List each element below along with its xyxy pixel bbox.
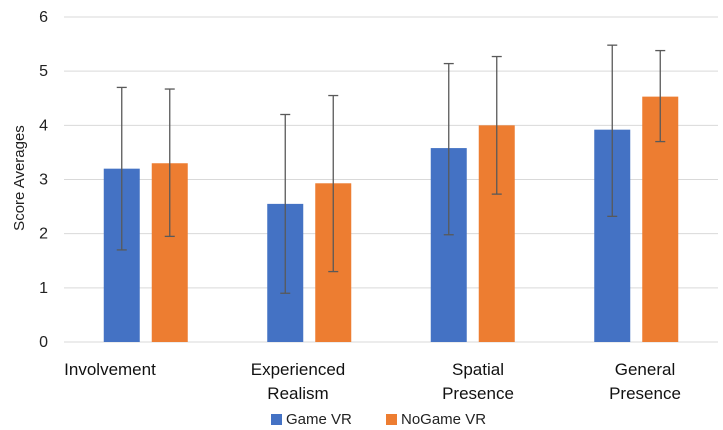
x-category-label: Realism <box>267 384 328 403</box>
y-axis-ticks: 0 1 2 3 4 5 6 <box>39 9 48 351</box>
x-axis-category-labels: Involvement Experienced Realism Spatial Pres… <box>64 360 681 403</box>
error-bars <box>116 44 666 294</box>
x-category-label: Involvement <box>64 360 156 379</box>
y-tick-label: 5 <box>39 63 48 80</box>
y-tick-label: 1 <box>39 280 48 297</box>
x-category-label: Experienced <box>251 360 346 379</box>
x-category-label: Spatial <box>452 360 504 379</box>
legend-swatch <box>271 414 282 425</box>
y-tick-label: 2 <box>39 226 48 243</box>
y-tick-label: 4 <box>39 117 48 134</box>
y-tick-label: 3 <box>39 172 48 189</box>
bars <box>103 96 679 342</box>
legend-label: Game VR <box>286 411 352 428</box>
legend: Game VR NoGame VR <box>271 411 486 428</box>
x-category-label: Presence <box>609 384 681 403</box>
x-category-label: Presence <box>442 384 514 403</box>
y-axis-title: Score Averages <box>11 125 28 231</box>
y-tick-label: 0 <box>39 334 48 351</box>
legend-label: NoGame VR <box>401 411 486 428</box>
x-category-label: General <box>615 360 675 379</box>
y-tick-label: 6 <box>39 9 48 26</box>
legend-swatch <box>386 414 397 425</box>
